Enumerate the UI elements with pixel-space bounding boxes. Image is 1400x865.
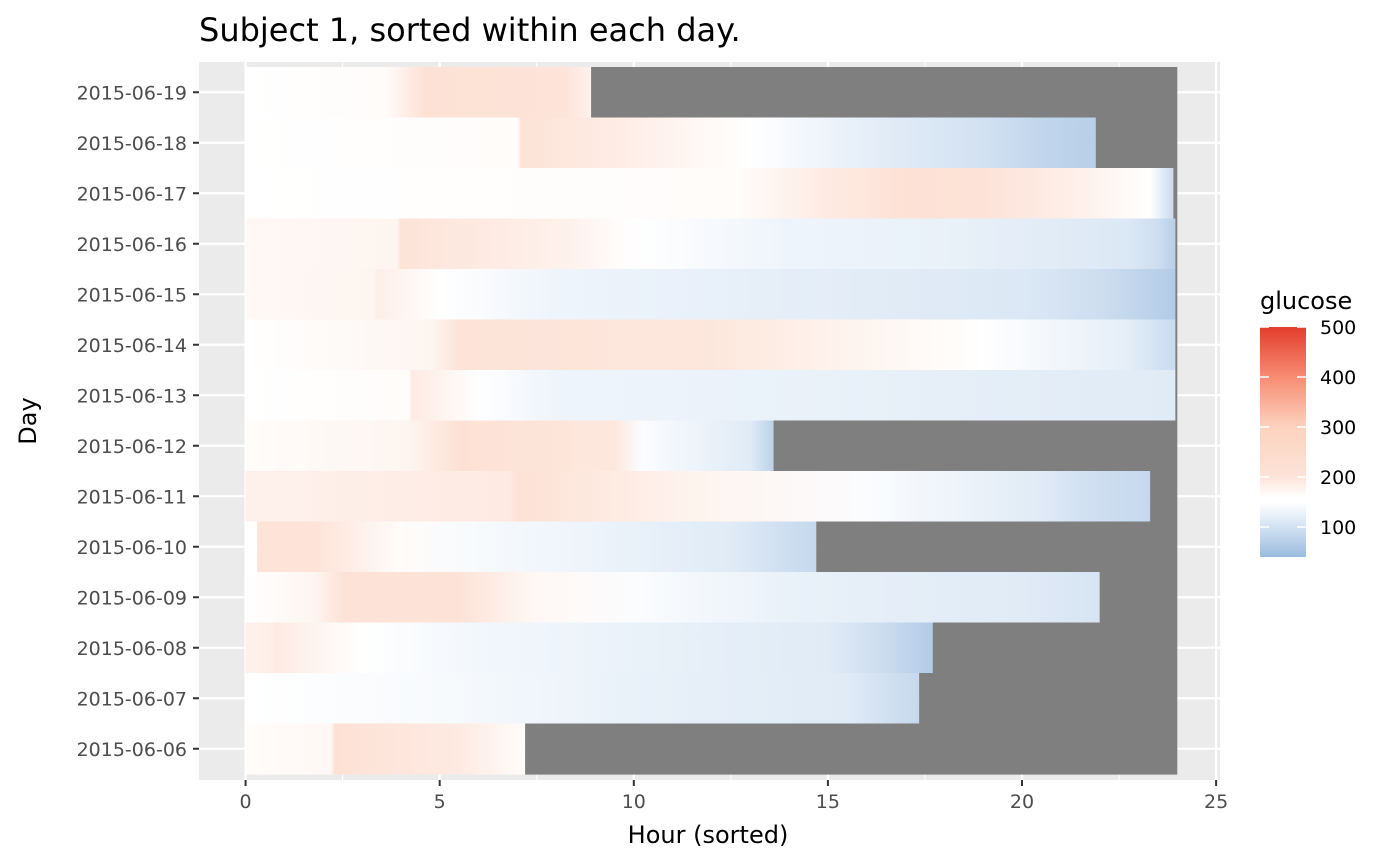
x-tick-label: 25 <box>1204 791 1228 813</box>
x-tick-label: 5 <box>434 791 446 813</box>
legend-tick-label: 500 <box>1320 317 1356 339</box>
legend-tick-label: 200 <box>1320 467 1356 489</box>
y-tick-label: 2015-06-14 <box>77 335 187 357</box>
y-tick-label: 2015-06-08 <box>77 638 187 660</box>
y-tick-label: 2015-06-16 <box>77 234 187 256</box>
x-axis-title: Hour (sorted) <box>628 821 789 849</box>
y-tick-label: 2015-06-19 <box>77 82 187 104</box>
missing-data-block <box>1175 370 1178 422</box>
missing-data-block <box>932 622 1178 674</box>
day-glucose-bar <box>245 723 526 775</box>
x-axis: 0 5 10 15 20 25 <box>240 780 1228 813</box>
day-glucose-bar <box>245 269 1176 321</box>
row-empty-start <box>245 521 258 573</box>
y-tick-label: 2015-06-06 <box>77 739 187 761</box>
missing-data-block <box>816 521 1178 573</box>
y-tick-label: 2015-06-13 <box>77 385 187 407</box>
missing-data-block <box>1099 572 1178 624</box>
day-glucose-bar <box>257 521 817 573</box>
x-tick-label: 20 <box>1010 791 1034 813</box>
y-axis: 2015-06-19 2015-06-18 2015-06-17 2015-06-16… <box>77 82 199 761</box>
legend-tick-label: 400 <box>1320 367 1356 389</box>
x-tick-label: 10 <box>622 791 646 813</box>
day-glucose-bar <box>245 471 1151 523</box>
missing-data-block <box>1150 471 1178 523</box>
day-glucose-bar <box>245 420 774 472</box>
y-tick-label: 2015-06-12 <box>77 436 187 458</box>
chart-title: Subject 1, sorted within each day. <box>199 11 741 49</box>
legend-colorbar <box>1260 327 1306 557</box>
y-tick-label: 2015-06-11 <box>77 486 187 508</box>
x-tick-label: 0 <box>240 791 252 813</box>
y-tick-label: 2015-06-15 <box>77 284 187 306</box>
legend-tick-label: 300 <box>1320 417 1356 439</box>
day-glucose-bar <box>245 117 1096 169</box>
day-glucose-bar <box>245 218 1176 270</box>
y-tick-label: 2015-06-10 <box>77 537 187 559</box>
day-glucose-bar <box>245 370 1176 422</box>
day-glucose-bar <box>245 168 1174 220</box>
day-glucose-bar <box>245 673 920 725</box>
legend-title: glucose <box>1260 287 1352 315</box>
missing-data-block <box>1095 117 1178 169</box>
y-tick-label: 2015-06-09 <box>77 587 187 609</box>
missing-data-block <box>1175 319 1178 371</box>
day-glucose-bar <box>245 319 1176 371</box>
legend-tick-label: 100 <box>1320 517 1356 539</box>
missing-data-block <box>591 67 1178 119</box>
missing-data-block <box>773 420 1178 472</box>
missing-data-block <box>525 723 1178 775</box>
y-tick-label: 2015-06-18 <box>77 133 187 155</box>
y-tick-label: 2015-06-07 <box>77 688 187 710</box>
legend: glucose 100 200 300 400 500 <box>1260 287 1356 557</box>
y-tick-label: 2015-06-17 <box>77 183 187 205</box>
day-glucose-bar <box>245 622 933 674</box>
missing-data-block <box>1175 218 1178 270</box>
missing-data-block <box>1173 168 1178 220</box>
day-glucose-bar <box>245 67 592 119</box>
missing-data-block <box>919 673 1178 725</box>
day-glucose-bar <box>245 572 1100 624</box>
missing-data-block <box>1175 269 1178 321</box>
x-tick-label: 15 <box>816 791 840 813</box>
day-rows <box>245 67 1178 775</box>
y-axis-title: Day <box>14 397 42 444</box>
